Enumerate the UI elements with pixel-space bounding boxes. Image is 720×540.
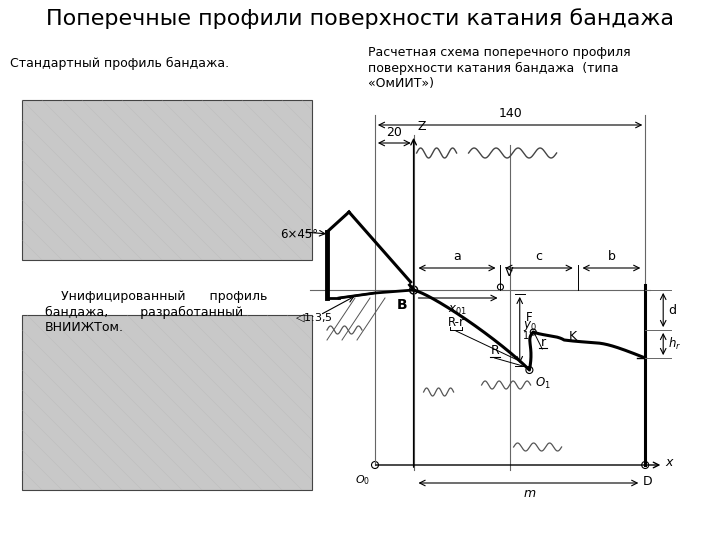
Text: x: x [665,456,672,469]
Text: c: c [536,250,543,263]
Text: F: F [526,311,533,324]
Text: $y_0$: $y_0$ [523,319,536,333]
Text: 20: 20 [387,126,402,139]
Text: 140: 140 [498,107,522,120]
Text: $h_r$: $h_r$ [668,336,681,352]
Text: b: b [608,250,616,263]
Text: Z: Z [418,120,426,133]
Text: K: K [569,329,577,342]
Text: R-r: R-r [448,316,464,329]
Text: Расчетная схема поперечного профиля
поверхности катания бандажа  (типа
«ОмИИТ»): Расчетная схема поперечного профиля пове… [368,46,631,90]
Text: r: r [541,335,546,348]
Text: Стандартный профиль бандажа.: Стандартный профиль бандажа. [10,57,229,70]
Text: $x_{01}$: $x_{01}$ [448,304,467,317]
Text: a: a [453,250,461,263]
Text: 6×45°: 6×45° [280,228,318,241]
Text: D: D [642,475,652,488]
Text: $O_0$: $O_0$ [355,473,370,487]
Text: Поперечные профили поверхности катания бандажа: Поперечные профили поверхности катания б… [46,9,674,29]
Text: $O_1$: $O_1$ [536,376,551,391]
Text: R: R [490,343,499,356]
Bar [22,315,312,490]
Text: Унифицированный      профиль
бандажа,        разработанный
ВНИИЖТом.: Унифицированный профиль бандажа, разрабо… [45,291,267,334]
Bar [22,100,312,260]
Text: m: m [523,487,536,500]
Text: d: d [668,303,676,316]
Text: B: B [397,298,408,312]
Text: V: V [505,266,513,279]
Text: $\triangleleft$1:3,5: $\triangleleft$1:3,5 [295,312,333,325]
Text: 1: 1 [523,331,529,341]
